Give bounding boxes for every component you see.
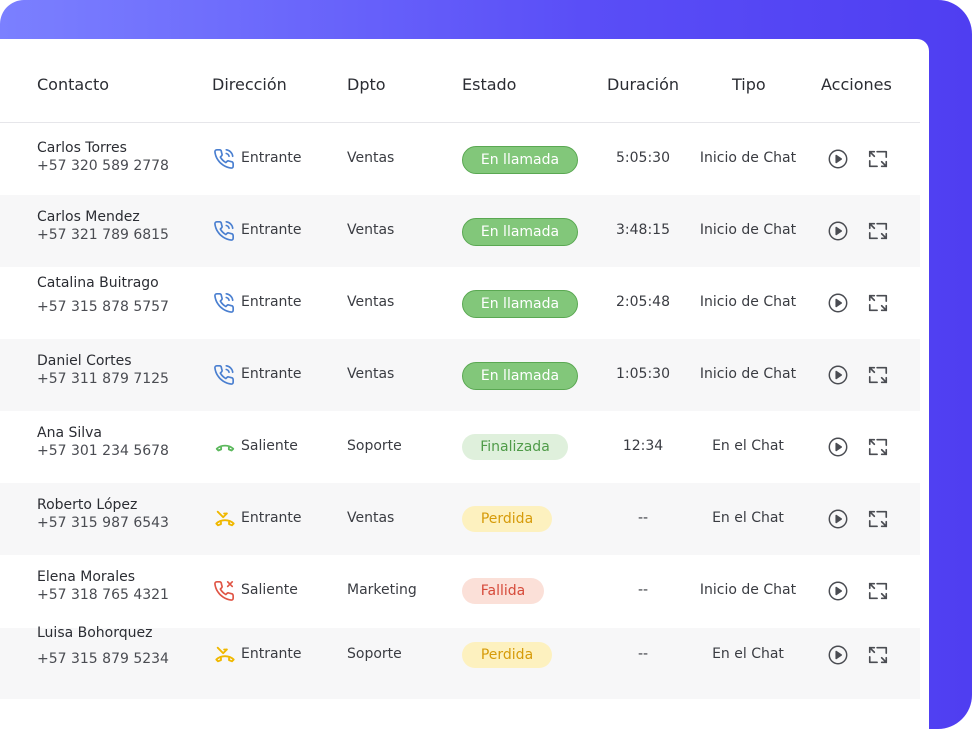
- direction-label: Entrante: [241, 646, 302, 662]
- contact-name: Ana Silva: [37, 425, 103, 441]
- contact-name: Roberto López: [37, 497, 138, 513]
- expand-icon[interactable]: [867, 436, 889, 458]
- contact-name: Catalina Buitrago: [37, 275, 159, 291]
- status-badge: Perdida: [462, 642, 552, 668]
- expand-icon[interactable]: [867, 292, 889, 314]
- status-badge: En llamada: [462, 146, 578, 174]
- contact-phone: +57 321 789 6815: [37, 227, 169, 243]
- play-icon[interactable]: [827, 364, 849, 386]
- direction-label: Saliente: [241, 582, 298, 598]
- incoming-call-icon: [213, 220, 235, 242]
- incoming-call-icon: [213, 292, 235, 314]
- expand-icon[interactable]: [867, 508, 889, 530]
- incoming-call-icon: [213, 148, 235, 170]
- call-type: Inicio de Chat: [699, 366, 797, 382]
- call-type: En el Chat: [712, 646, 784, 662]
- calls-table-card: Contacto Dirección Dpto Estado Duración …: [0, 39, 929, 729]
- expand-icon[interactable]: [867, 644, 889, 666]
- expand-icon[interactable]: [867, 148, 889, 170]
- contact-name: Luisa Bohorquez: [37, 625, 153, 641]
- play-icon[interactable]: [827, 436, 849, 458]
- expand-icon[interactable]: [867, 580, 889, 602]
- call-type: Inicio de Chat: [699, 222, 797, 238]
- direction-label: Entrante: [241, 510, 302, 526]
- call-type: Inicio de Chat: [699, 294, 797, 310]
- play-icon[interactable]: [827, 292, 849, 314]
- call-type: En el Chat: [712, 510, 784, 526]
- status-badge: Fallida: [462, 578, 544, 604]
- missed-call-icon: [213, 508, 235, 530]
- contact-name: Elena Morales: [37, 569, 136, 585]
- department: Ventas: [347, 150, 395, 166]
- contact-name: Carlos Mendez: [37, 209, 140, 225]
- hangup-call-icon: [213, 436, 235, 458]
- table-row[interactable]: Roberto López +57 315 987 6543 Entrante Ven…: [0, 483, 920, 555]
- contact-phone: +57 311 879 7125: [37, 371, 169, 387]
- status-badge: En llamada: [462, 218, 578, 246]
- column-header-contacto[interactable]: Contacto: [37, 75, 110, 94]
- call-duration: 5:05:30: [616, 150, 670, 166]
- table-row[interactable]: Ana Silva +57 301 234 5678 Saliente Soporte…: [0, 411, 920, 483]
- call-duration: --: [637, 646, 649, 662]
- play-icon[interactable]: [827, 148, 849, 170]
- play-icon[interactable]: [827, 580, 849, 602]
- play-icon[interactable]: [827, 508, 849, 530]
- department: Ventas: [347, 510, 395, 526]
- call-duration: 12:34: [622, 438, 664, 454]
- direction-label: Entrante: [241, 150, 302, 166]
- direction-label: Entrante: [241, 366, 302, 382]
- status-badge: Finalizada: [462, 434, 568, 460]
- call-duration: --: [637, 510, 649, 526]
- play-icon[interactable]: [827, 220, 849, 242]
- status-badge: En llamada: [462, 290, 578, 318]
- column-header-acciones: Acciones: [821, 75, 892, 94]
- contact-phone: +57 320 589 2778: [37, 158, 169, 174]
- expand-icon[interactable]: [867, 220, 889, 242]
- department: Ventas: [347, 222, 395, 238]
- missed-call-icon: [213, 644, 235, 666]
- direction-label: Saliente: [241, 438, 298, 454]
- table-row[interactable]: Luisa Bohorquez +57 315 879 5234 Entrante S…: [0, 625, 920, 699]
- table-row[interactable]: Daniel Cortes +57 311 879 7125 Entrante Ven…: [0, 339, 920, 411]
- table-row[interactable]: Carlos Torres +57 320 589 2778 Entrante Ven…: [0, 123, 920, 195]
- department: Soporte: [347, 646, 402, 662]
- contact-name: Daniel Cortes: [37, 353, 132, 369]
- call-duration: 3:48:15: [616, 222, 670, 238]
- status-badge: En llamada: [462, 362, 578, 390]
- column-header-duracion[interactable]: Duración: [607, 75, 680, 94]
- contact-phone: +57 315 987 6543: [37, 515, 169, 531]
- call-type: Inicio de Chat: [699, 582, 797, 598]
- column-header-direccion[interactable]: Dirección: [212, 75, 287, 94]
- incoming-call-icon: [213, 364, 235, 386]
- contact-phone: +57 315 879 5234: [37, 651, 169, 667]
- failed-call-icon: [213, 580, 235, 602]
- direction-label: Entrante: [241, 222, 302, 238]
- department: Soporte: [347, 438, 402, 454]
- table-row[interactable]: Catalina Buitrago +57 315 878 5757 Entrant…: [0, 267, 920, 339]
- contact-phone: +57 301 234 5678: [37, 443, 169, 459]
- department: Marketing: [347, 582, 417, 598]
- contact-name: Carlos Torres: [37, 140, 127, 156]
- call-type: En el Chat: [712, 438, 784, 454]
- status-badge: Perdida: [462, 506, 552, 532]
- call-type: Inicio de Chat: [699, 150, 797, 166]
- column-header-dpto[interactable]: Dpto: [347, 75, 386, 94]
- table-header: Contacto Dirección Dpto Estado Duración …: [0, 39, 920, 123]
- department: Ventas: [347, 366, 395, 382]
- column-header-tipo[interactable]: Tipo: [732, 75, 766, 94]
- contact-phone: +57 318 765 4321: [37, 587, 169, 603]
- play-icon[interactable]: [827, 644, 849, 666]
- table-row[interactable]: Carlos Mendez +57 321 789 6815 Entrante Ven…: [0, 195, 920, 267]
- contact-phone: +57 315 878 5757: [37, 299, 169, 315]
- call-duration: 2:05:48: [616, 294, 670, 310]
- expand-icon[interactable]: [867, 364, 889, 386]
- direction-label: Entrante: [241, 294, 302, 310]
- table-row[interactable]: Elena Morales +57 318 765 4321 Saliente Mar…: [0, 555, 920, 627]
- call-duration: --: [637, 582, 649, 598]
- call-duration: 1:05:30: [616, 366, 670, 382]
- column-header-estado[interactable]: Estado: [462, 75, 517, 94]
- department: Ventas: [347, 294, 395, 310]
